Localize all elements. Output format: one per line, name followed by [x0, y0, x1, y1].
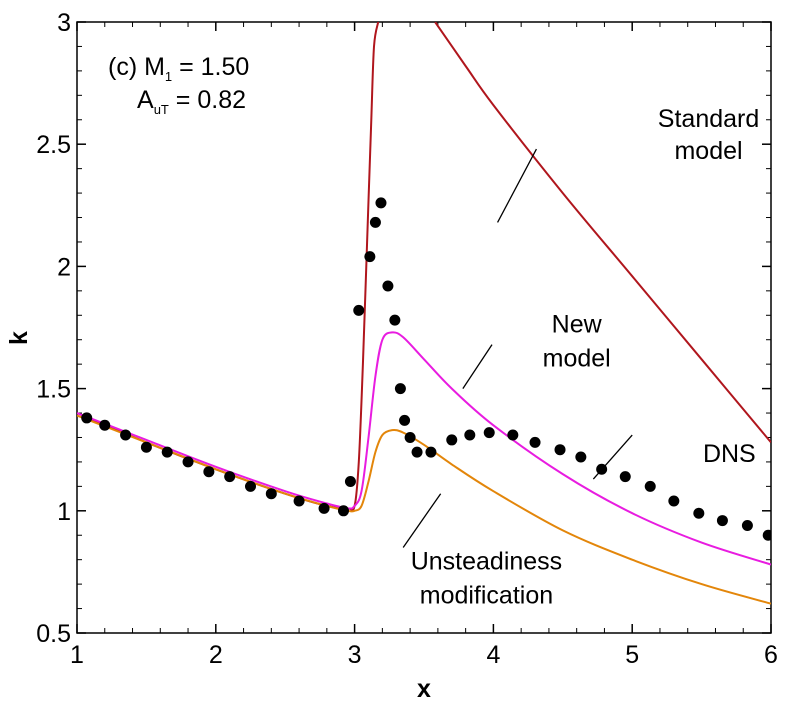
dns-point: [81, 412, 93, 424]
dns-point: [529, 436, 541, 448]
dns-point: [693, 507, 705, 519]
dns-point: [668, 495, 680, 507]
annotation-leader-dns: [592, 434, 633, 480]
dns-point: [464, 429, 476, 441]
y-tick-label: 1: [57, 498, 71, 526]
dns-point: [446, 434, 458, 446]
x-tick-label: 2: [209, 641, 223, 669]
dns-point: [425, 446, 437, 458]
dns-point: [554, 444, 566, 456]
series-label-new: model: [543, 345, 611, 373]
series-line-unsteady: [77, 414, 771, 605]
x-tick-label: 6: [764, 641, 778, 669]
dns-point: [318, 502, 330, 514]
dns-point: [483, 427, 495, 439]
x-tick-label: 5: [625, 641, 639, 669]
plot-frame: [76, 21, 772, 634]
dns-point: [293, 495, 305, 507]
x-tick-label: 4: [486, 641, 500, 669]
dns-point: [224, 471, 236, 483]
series-label-unsteady: Unsteadiness: [411, 547, 562, 575]
dns-point: [411, 446, 423, 458]
case-label-a-ut: AuT = 0.82: [137, 86, 246, 117]
dns-point: [99, 419, 111, 431]
dns-point: [741, 519, 753, 531]
series-label-dns: DNS: [703, 440, 756, 468]
y-tick-label: 1.5: [36, 376, 71, 404]
dns-point: [182, 456, 194, 468]
y-tick-label: 2.5: [36, 131, 71, 159]
annotation-leader-new: [462, 344, 493, 389]
dns-point: [716, 515, 728, 527]
series-line-standard-branch: [434, 22, 771, 444]
annotations-group: Standard model New model DNS Unsteadiness modi…: [402, 105, 759, 610]
series-label-unsteady: modification: [420, 582, 553, 610]
dns-point: [762, 529, 771, 541]
dns-point: [337, 505, 349, 517]
annotation-leader-unsteady: [402, 493, 442, 548]
dns-point: [245, 480, 256, 492]
dns-point: [120, 429, 132, 441]
dns-point: [203, 466, 215, 478]
series-label-standard: Standard: [658, 105, 759, 133]
dns-point: [404, 431, 416, 443]
dns-point: [389, 314, 401, 326]
dns-point: [382, 280, 394, 292]
annotation-leader-standard: [496, 148, 538, 223]
dns-point: [644, 480, 656, 492]
x-axis-title: x: [417, 675, 431, 703]
y-tick-label: 2: [57, 253, 71, 281]
dns-point: [140, 441, 152, 453]
dns-point: [507, 429, 519, 441]
series-label-standard: model: [674, 137, 742, 165]
dns-point: [375, 197, 387, 209]
dns-point: [265, 488, 277, 500]
dns-point: [575, 451, 587, 463]
dns-point: [353, 304, 365, 316]
dns-point: [394, 383, 406, 395]
dns-point: [161, 446, 173, 458]
series-label-new: New: [552, 310, 603, 338]
dns-point: [619, 471, 631, 483]
axes-group: 1 2 3 4 5 60.511.522.53: [36, 9, 778, 669]
x-tick-label: 1: [70, 641, 84, 669]
dns-point: [399, 414, 411, 426]
dns-point: [369, 216, 381, 228]
case-label-mach: (c) M1 = 1.50: [108, 53, 249, 84]
series-group: [77, 22, 771, 605]
dns-point: [344, 475, 356, 487]
series-line-new: [77, 331, 771, 566]
dns-point: [364, 251, 376, 263]
y-tick-label: 3: [57, 9, 71, 37]
y-axis-title: k: [5, 331, 33, 345]
x-tick-label: 3: [348, 641, 362, 669]
y-tick-label: 0.5: [36, 620, 71, 648]
